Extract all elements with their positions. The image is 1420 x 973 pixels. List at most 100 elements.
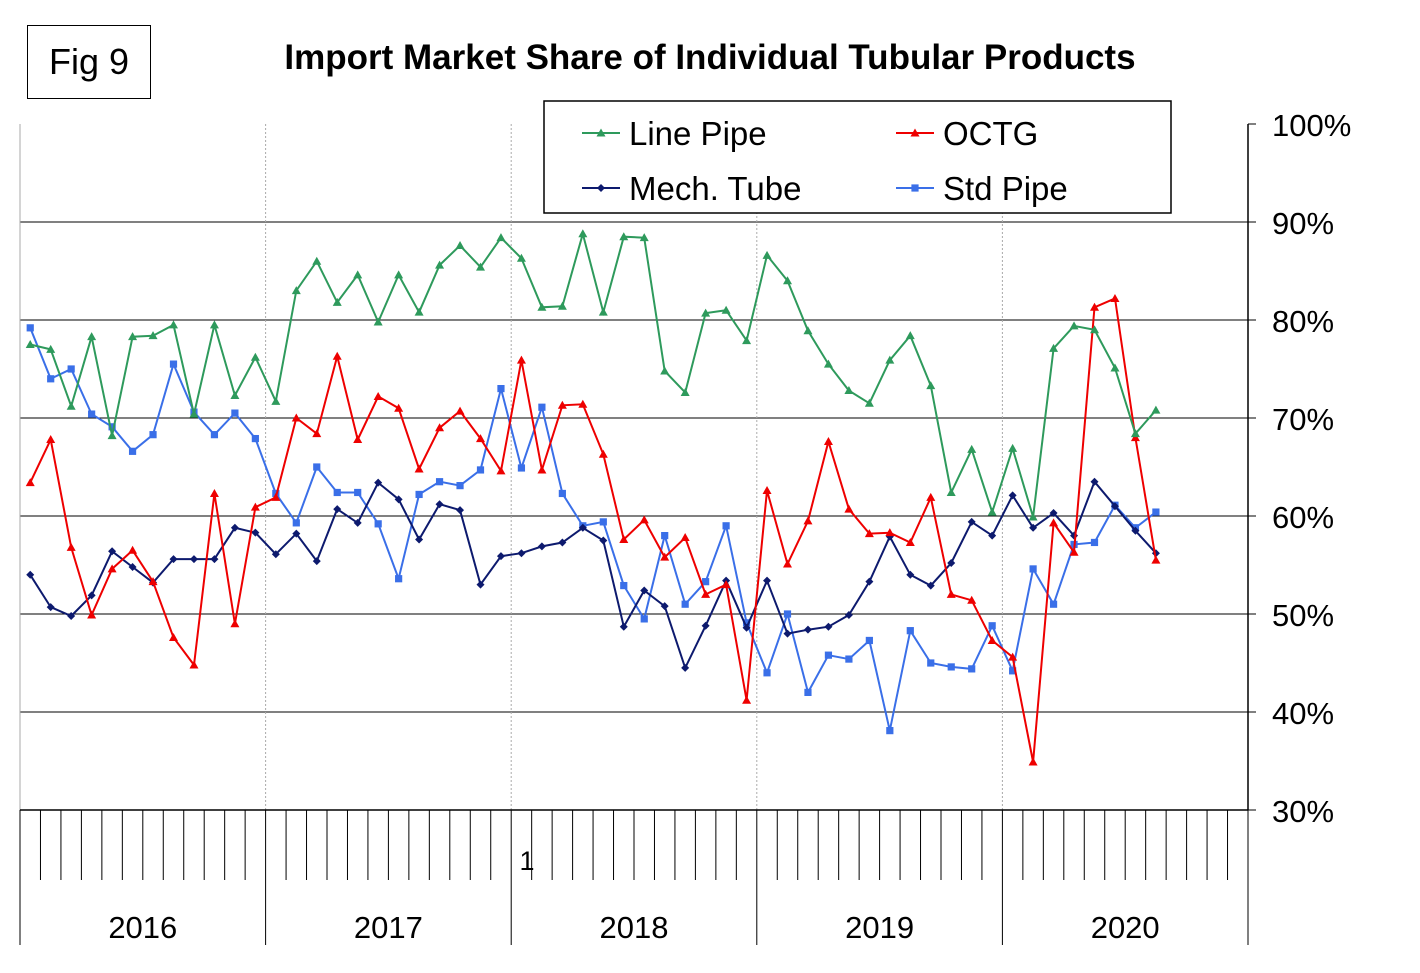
data-point-mech-tube	[312, 557, 321, 566]
series-layer	[25, 229, 1161, 766]
data-point-std-pipe	[108, 423, 116, 431]
data-point-std-pipe	[988, 622, 996, 630]
series-line-octg	[29, 296, 1157, 763]
data-point-mech-tube	[619, 622, 628, 631]
data-point-std-pipe	[169, 360, 178, 368]
data-point-mech-tube	[251, 528, 260, 537]
data-point-octg	[455, 406, 465, 415]
data-point-std-pipe	[292, 519, 300, 527]
legend-marker-std-pipe	[911, 184, 919, 192]
y-tick-label: 70%	[1272, 402, 1334, 437]
data-point-octg	[762, 486, 772, 495]
data-point-mech-tube	[865, 577, 874, 586]
legend-marker-mech-tube	[597, 184, 605, 192]
data-point-std-pipe	[620, 581, 628, 590]
series-line-line-pipe	[29, 229, 1157, 518]
data-point-std-pipe	[906, 627, 914, 635]
data-point-mech-tube	[763, 576, 772, 585]
data-point-octg	[823, 437, 833, 446]
data-point-mech-tube	[660, 602, 669, 611]
data-point-mech-tube	[537, 542, 546, 551]
data-point-line-pipe	[25, 340, 35, 348]
data-point-std-pipe	[435, 478, 444, 486]
data-point-octg	[1110, 293, 1120, 302]
data-point-line-pipe	[783, 276, 792, 285]
data-point-octg	[639, 515, 649, 524]
series-octg	[25, 293, 1161, 766]
data-point-mech-tube	[415, 535, 424, 544]
chart-title: Import Market Share of Individual Tubula…	[284, 38, 1136, 77]
data-point-line-pipe	[230, 390, 240, 399]
data-point-octg	[721, 580, 731, 589]
data-point-mech-tube	[230, 523, 239, 532]
y-tick-label: 90%	[1272, 206, 1334, 241]
data-point-octg	[414, 464, 424, 473]
data-point-line-pipe	[455, 241, 465, 250]
series-line-mech-tube	[29, 479, 1157, 671]
data-point-line-pipe	[905, 331, 915, 340]
data-point-line-pipe	[1028, 512, 1038, 521]
data-point-line-pipe	[209, 320, 219, 329]
data-point-mech-tube	[926, 581, 935, 590]
data-point-octg	[516, 355, 526, 364]
data-point-octg	[230, 619, 240, 628]
data-point-mech-tube	[988, 531, 997, 540]
data-point-std-pipe	[538, 403, 546, 411]
data-point-std-pipe	[1152, 508, 1160, 516]
data-point-mech-tube	[1110, 502, 1119, 511]
data-point-mech-tube	[1090, 477, 1099, 486]
data-point-line-pipe	[619, 232, 629, 241]
data-point-octg	[394, 403, 404, 412]
data-point-line-pipe	[1049, 343, 1059, 352]
x-year-label: 2019	[845, 910, 914, 945]
y-tick-label: 50%	[1272, 598, 1334, 633]
data-point-mech-tube	[599, 536, 608, 545]
data-point-line-pipe	[844, 386, 854, 395]
data-point-octg	[332, 351, 342, 360]
legend-marker-octg	[910, 128, 920, 137]
data-point-octg	[209, 488, 219, 497]
data-point-line-pipe	[476, 262, 485, 271]
data-point-mech-tube	[1131, 526, 1140, 535]
data-point-octg	[1151, 555, 1161, 564]
data-point-line-pipe	[823, 359, 833, 368]
y-tick-label: 60%	[1272, 500, 1334, 535]
data-point-mech-tube	[1029, 523, 1038, 532]
data-point-std-pipe	[1090, 538, 1099, 547]
data-point-std-pipe	[845, 655, 853, 663]
data-point-octg	[148, 577, 158, 586]
data-point-octg	[1090, 302, 1099, 311]
data-point-line-pipe	[1110, 363, 1120, 372]
data-point-mech-tube	[578, 523, 587, 532]
data-point-octg	[169, 633, 178, 642]
data-point-mech-tube	[701, 621, 710, 630]
data-point-std-pipe	[927, 659, 935, 667]
data-point-line-pipe	[353, 270, 363, 279]
data-point-mech-tube	[169, 555, 178, 564]
data-point-std-pipe	[968, 665, 976, 673]
axis-layer: 100% 90% 80% 70% 60% 50% 40% 30% 2016 2017 2018 201…	[19, 108, 1351, 945]
data-point-std-pipe	[742, 619, 751, 627]
data-point-octg	[598, 449, 608, 458]
data-point-octg	[1069, 547, 1079, 556]
data-point-line-pipe	[987, 507, 997, 516]
data-point-octg	[25, 478, 35, 487]
data-point-std-pipe	[558, 489, 566, 498]
legend-marker-line-pipe	[596, 128, 606, 137]
data-point-line-pipe	[762, 250, 772, 259]
data-point-octg	[987, 635, 997, 644]
legend-label-line-pipe: Line Pipe	[629, 115, 767, 152]
x-year-label: 2016	[108, 910, 177, 945]
data-point-mech-tube	[844, 610, 853, 619]
data-point-std-pipe	[210, 431, 219, 439]
data-point-std-pipe	[476, 466, 485, 474]
data-point-line-pipe	[537, 302, 547, 311]
data-point-octg	[803, 516, 813, 525]
data-point-line-pipe	[496, 233, 506, 242]
data-point-line-pipe	[107, 431, 117, 440]
legend: Line Pipe OCTG Mech. Tube Std Pipe	[543, 100, 1172, 214]
x-stray-label: 1	[519, 846, 534, 876]
data-point-mech-tube	[67, 611, 76, 620]
data-point-mech-tube	[783, 629, 792, 638]
